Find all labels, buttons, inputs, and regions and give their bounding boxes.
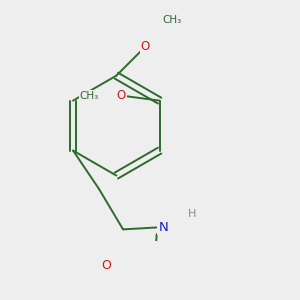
Text: CH₃: CH₃ [163,15,182,25]
Text: O: O [117,89,126,102]
Text: CH₃: CH₃ [80,91,99,101]
Text: O: O [141,40,150,53]
Text: H: H [188,209,196,219]
Text: N: N [158,221,168,234]
Text: O: O [101,260,111,272]
